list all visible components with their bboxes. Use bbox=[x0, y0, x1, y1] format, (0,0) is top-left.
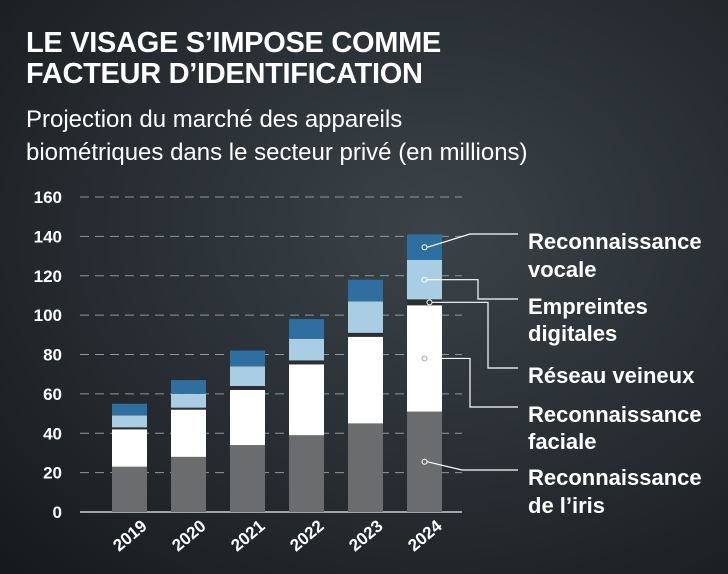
bar-2021-3 bbox=[230, 386, 265, 390]
y-tick-80: 80 bbox=[43, 346, 62, 365]
bar-2019-3 bbox=[112, 427, 147, 430]
bar-2021-1 bbox=[230, 445, 265, 512]
y-tick-140: 140 bbox=[34, 227, 62, 246]
bar-2022-4 bbox=[289, 338, 324, 361]
bar-2023-2 bbox=[348, 336, 383, 424]
legend-leader-1 bbox=[427, 461, 518, 471]
legend-marker-5 bbox=[421, 244, 428, 251]
legend-leader-4 bbox=[427, 279, 518, 300]
y-tick-0: 0 bbox=[53, 503, 62, 522]
legend-leader-2 bbox=[427, 357, 518, 408]
legend-leader-5 bbox=[427, 233, 518, 248]
bar-2021-5 bbox=[230, 350, 265, 367]
chart-title-line-2: FACTEUR D’IDENTIFICATION bbox=[26, 58, 423, 90]
legend-label-4-line-2: digitales bbox=[528, 321, 617, 346]
bar-2022-5 bbox=[289, 319, 324, 339]
bar-2022-1 bbox=[289, 435, 324, 512]
legend-label-1-line-1: Reconnaissance bbox=[528, 465, 702, 490]
y-axis-ticks: 0 20 40 60 80 100 120 140 160 bbox=[34, 188, 62, 522]
x-label-2019: 2019 bbox=[109, 516, 150, 555]
bar-2024-1 bbox=[407, 411, 442, 512]
bar-2020-5 bbox=[171, 380, 206, 394]
x-label-2021: 2021 bbox=[227, 516, 268, 555]
legend-marker-1 bbox=[421, 458, 428, 465]
bar-2021-4 bbox=[230, 366, 265, 386]
bar-2024-3 bbox=[407, 299, 442, 306]
legend-label-3-line-1: Réseau veineux bbox=[528, 363, 695, 388]
y-tick-120: 120 bbox=[34, 267, 62, 286]
y-tick-60: 60 bbox=[43, 385, 62, 404]
bar-2020-4 bbox=[171, 393, 206, 408]
bar-2023-3 bbox=[348, 332, 383, 337]
x-axis-labels: 2019 2020 2021 2022 2023 2024 bbox=[109, 516, 446, 555]
y-tick-100: 100 bbox=[34, 306, 62, 325]
bars bbox=[112, 234, 442, 512]
y-tick-40: 40 bbox=[43, 424, 62, 443]
x-label-2022: 2022 bbox=[286, 516, 327, 555]
legend-label-4-line-1: Empreintes bbox=[528, 294, 648, 319]
legend-marker-2 bbox=[421, 355, 428, 362]
legend-label-2-line-1: Reconnaissance bbox=[528, 402, 702, 427]
bar-2020-2 bbox=[171, 409, 206, 457]
bar-2023-4 bbox=[348, 301, 383, 333]
bar-2019-4 bbox=[112, 415, 147, 428]
x-label-2020: 2020 bbox=[168, 516, 209, 555]
x-label-2024: 2024 bbox=[404, 516, 446, 555]
legend-label-5-line-2: vocale bbox=[528, 257, 597, 282]
bar-2021-2 bbox=[230, 389, 265, 446]
bar-2019-5 bbox=[112, 403, 147, 416]
legend-marker-3 bbox=[426, 299, 433, 306]
chart-subtitle-line-1: Projection du marché des appareils bbox=[26, 106, 403, 133]
legend-label-1-line-2: de l’iris bbox=[528, 493, 605, 518]
chart-title-line-1: LE VISAGE S’IMPOSE COMME bbox=[26, 27, 441, 59]
chart-title: LE VISAGE S’IMPOSE COMME FACTEUR D’IDENT… bbox=[26, 28, 626, 90]
bar-2024-5 bbox=[407, 234, 442, 260]
x-label-2023: 2023 bbox=[345, 516, 386, 555]
bar-2019-1 bbox=[112, 466, 147, 512]
legend-marker-4 bbox=[421, 276, 428, 283]
bar-2022-3 bbox=[289, 360, 324, 365]
legend-label-5-line-1: Reconnaissance bbox=[528, 229, 702, 254]
y-tick-160: 160 bbox=[34, 188, 62, 207]
legend-leader-3 bbox=[432, 301, 518, 369]
legend-label-2-line-2: faciale bbox=[528, 429, 597, 454]
bar-2023-1 bbox=[348, 423, 383, 512]
chart-subtitle: Projection du marché des appareils biomé… bbox=[26, 103, 646, 169]
y-tick-20: 20 bbox=[43, 464, 62, 483]
bar-2022-2 bbox=[289, 364, 324, 436]
bar-2020-1 bbox=[171, 456, 206, 512]
bar-2019-2 bbox=[112, 429, 147, 467]
bar-2020-3 bbox=[171, 407, 206, 410]
bar-2023-5 bbox=[348, 279, 383, 302]
chart-subtitle-line-2: biométriques dans le secteur privé (en m… bbox=[26, 139, 528, 166]
